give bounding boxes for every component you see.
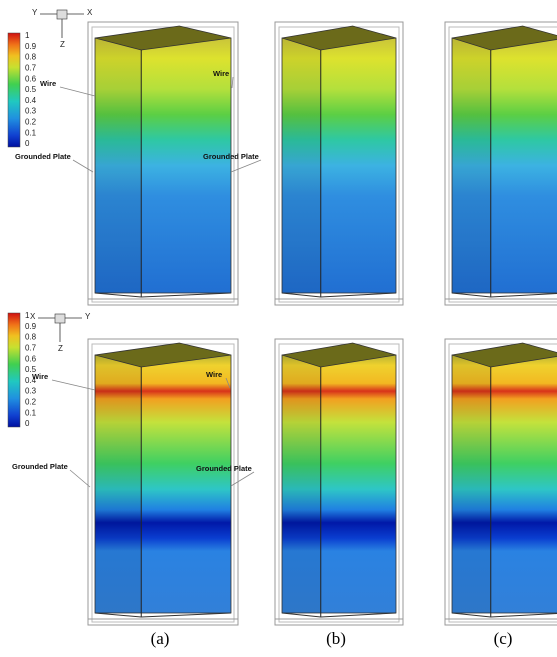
bottom-edge [94, 612, 232, 618]
frame [448, 26, 557, 303]
shade [95, 38, 142, 293]
bottom-edge [281, 612, 397, 618]
bottom-edge [94, 292, 232, 298]
annotation-arrow [69, 469, 91, 488]
legend-label: 0.4 [25, 96, 37, 105]
axis-label: Y [32, 8, 38, 17]
body [281, 354, 397, 614]
axis-label: Z [58, 344, 63, 353]
legend-label: 0.7 [25, 64, 37, 73]
bottom-edge [281, 292, 397, 298]
annotation: Wire [213, 69, 229, 78]
colorbar [7, 32, 21, 148]
axis-label: Y [85, 312, 91, 321]
legend-label: 0.8 [25, 333, 37, 342]
legend-label: 0 [25, 419, 30, 428]
column [444, 21, 557, 306]
frame [91, 343, 235, 623]
caption: (c) [494, 629, 513, 648]
annotation: Wire [206, 370, 222, 379]
legend-label: 0.2 [25, 398, 37, 407]
shade [282, 355, 321, 613]
frame [448, 343, 557, 623]
colorbar [7, 312, 21, 428]
axis-label: X [87, 8, 93, 17]
annotation: Wire [32, 372, 48, 381]
legend-label: 0 [25, 139, 30, 148]
caption: (a) [151, 629, 170, 648]
labels: (a) (b) (c) 10.90.80.70.60.50.40.30.20.1… [7, 8, 513, 648]
legend-label: 0.5 [25, 365, 37, 374]
legend-label: 0.8 [25, 53, 37, 62]
shade [282, 38, 321, 293]
top-face [94, 25, 232, 51]
legend-label: 0.3 [25, 107, 37, 116]
top-face [281, 342, 397, 368]
axis-box [54, 313, 66, 324]
column [274, 21, 404, 306]
axis-box [56, 9, 68, 20]
legend-label: 0.1 [25, 128, 37, 137]
annotation: Grounded Plate [12, 462, 68, 471]
top-face [94, 342, 232, 368]
body [451, 37, 557, 294]
legend-label: 0.9 [25, 42, 37, 51]
legend-label: 0.6 [25, 74, 37, 83]
frame [91, 26, 235, 303]
frame [274, 338, 404, 626]
shade [452, 355, 491, 613]
column [444, 338, 557, 626]
top-face [451, 342, 557, 368]
annotation-arrow [231, 76, 234, 89]
column [87, 21, 239, 306]
frame [278, 343, 400, 623]
annotation: Grounded Plate [15, 152, 71, 161]
legend-label: 0.4 [25, 376, 37, 385]
frame [444, 338, 557, 626]
legend-label: 0.6 [25, 354, 37, 363]
body [281, 37, 397, 294]
annotation: Grounded Plate [203, 152, 259, 161]
annotation-arrow [51, 379, 96, 391]
shade [452, 38, 491, 293]
top-face [451, 25, 557, 51]
top-face [281, 25, 397, 51]
legend-label: 0.3 [25, 387, 37, 396]
shade [95, 355, 142, 613]
column [87, 338, 239, 626]
frame [274, 21, 404, 306]
annotation-arrow [230, 159, 262, 173]
legend-label: 0.7 [25, 344, 37, 353]
columns [87, 21, 557, 626]
legend-label: 1 [25, 311, 30, 320]
annotation-arrow [59, 86, 96, 97]
annotation-arrow [225, 377, 231, 389]
axis-label: X [30, 312, 36, 321]
caption: (b) [326, 629, 346, 648]
body [94, 354, 232, 614]
body [94, 37, 232, 294]
frame [278, 26, 400, 303]
bottom-edge [451, 292, 557, 298]
legend-label: 0.2 [25, 118, 37, 127]
annotation: Wire [40, 79, 56, 88]
annotation-arrow [230, 471, 255, 487]
bottom-edge [451, 612, 557, 618]
annotation: Grounded Plate [196, 464, 252, 473]
legend-label: 0.1 [25, 408, 37, 417]
axis-label: Z [60, 40, 65, 49]
column [274, 338, 404, 626]
legend-label: 0.5 [25, 85, 37, 94]
annotation-arrow [72, 159, 94, 173]
legend-label: 1 [25, 31, 30, 40]
legend-label: 0.9 [25, 322, 37, 331]
frame [87, 21, 239, 306]
frame [444, 21, 557, 306]
